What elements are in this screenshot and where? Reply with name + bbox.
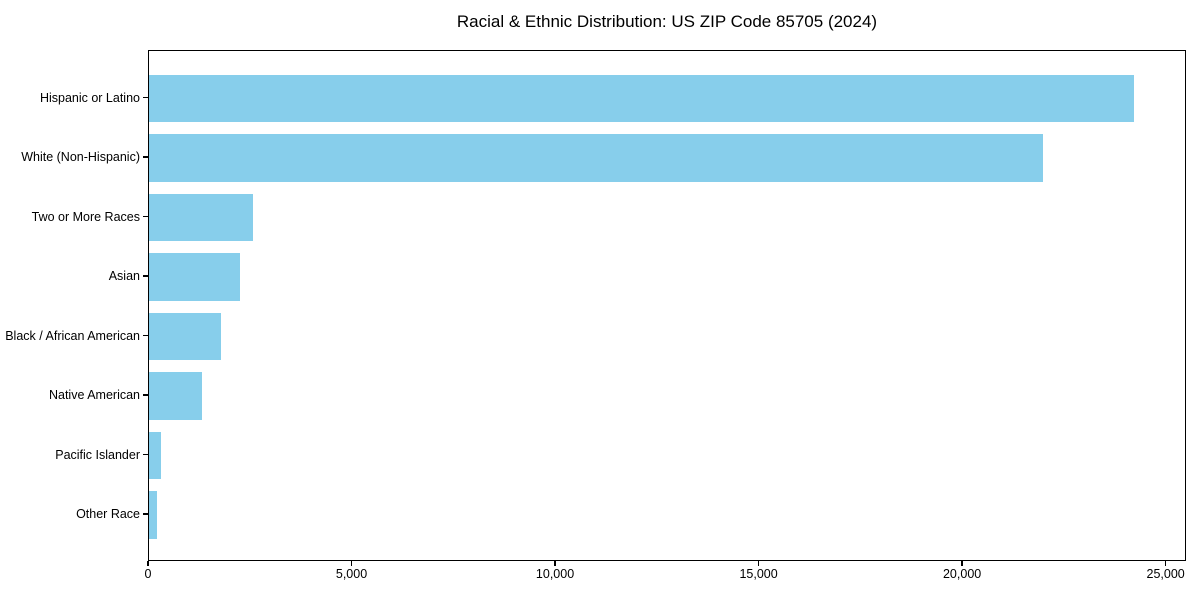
bar-pacific-islander (149, 431, 161, 480)
bar-black-african-american (149, 312, 222, 361)
bar-native-american (149, 372, 202, 420)
x-tick-label-20000: 20,000 (942, 567, 982, 581)
y-tick-mark (143, 513, 148, 515)
y-tick-mark (143, 453, 148, 456)
y-tick-label-hispanic-or-latino: Hispanic or Latino (39, 90, 140, 105)
x-tick-mark (1164, 561, 1167, 566)
chart-title: Racial & Ethnic Distribution: US ZIP Cod… (456, 12, 878, 31)
y-tick-label-two-or-more-races: Two or More Races (31, 209, 140, 224)
x-tick-mark (147, 561, 149, 566)
bar-white-non-hispanic (149, 134, 1043, 182)
bar-other-race (149, 491, 157, 539)
y-tick-label-other-race: Other Race (76, 507, 140, 521)
y-tick-mark (143, 334, 148, 337)
x-tick-label-5000: 5,000 (335, 567, 368, 581)
y-tick-label-native-american: Native American (48, 388, 140, 402)
y-tick-mark (143, 275, 148, 277)
y-tick-label-black-african-american: Black / African American (5, 328, 140, 343)
y-tick-mark (143, 156, 148, 158)
x-tick-label-15000: 15,000 (739, 567, 778, 581)
x-tick-label-25000: 25,000 (1146, 567, 1185, 581)
x-tick-mark (961, 561, 963, 566)
y-tick-label-white-non-hispanic: White (Non-Hispanic) (21, 150, 140, 164)
x-tick-label-0: 0 (144, 567, 152, 581)
x-tick-mark (350, 561, 353, 566)
x-tick-label-10000: 10,000 (535, 567, 575, 581)
plot-area (148, 50, 1186, 561)
bar-asian (149, 253, 241, 301)
y-tick-label-pacific-islander: Pacific Islander (55, 447, 140, 462)
y-tick-label-asian: Asian (108, 269, 140, 283)
y-tick-mark (143, 215, 148, 218)
bar-two-or-more-races (149, 193, 253, 242)
bar-hispanic-or-latino (149, 74, 1135, 123)
x-tick-mark (757, 561, 760, 566)
x-tick-mark (554, 561, 556, 566)
y-tick-mark (143, 96, 148, 99)
y-tick-mark (143, 394, 148, 396)
